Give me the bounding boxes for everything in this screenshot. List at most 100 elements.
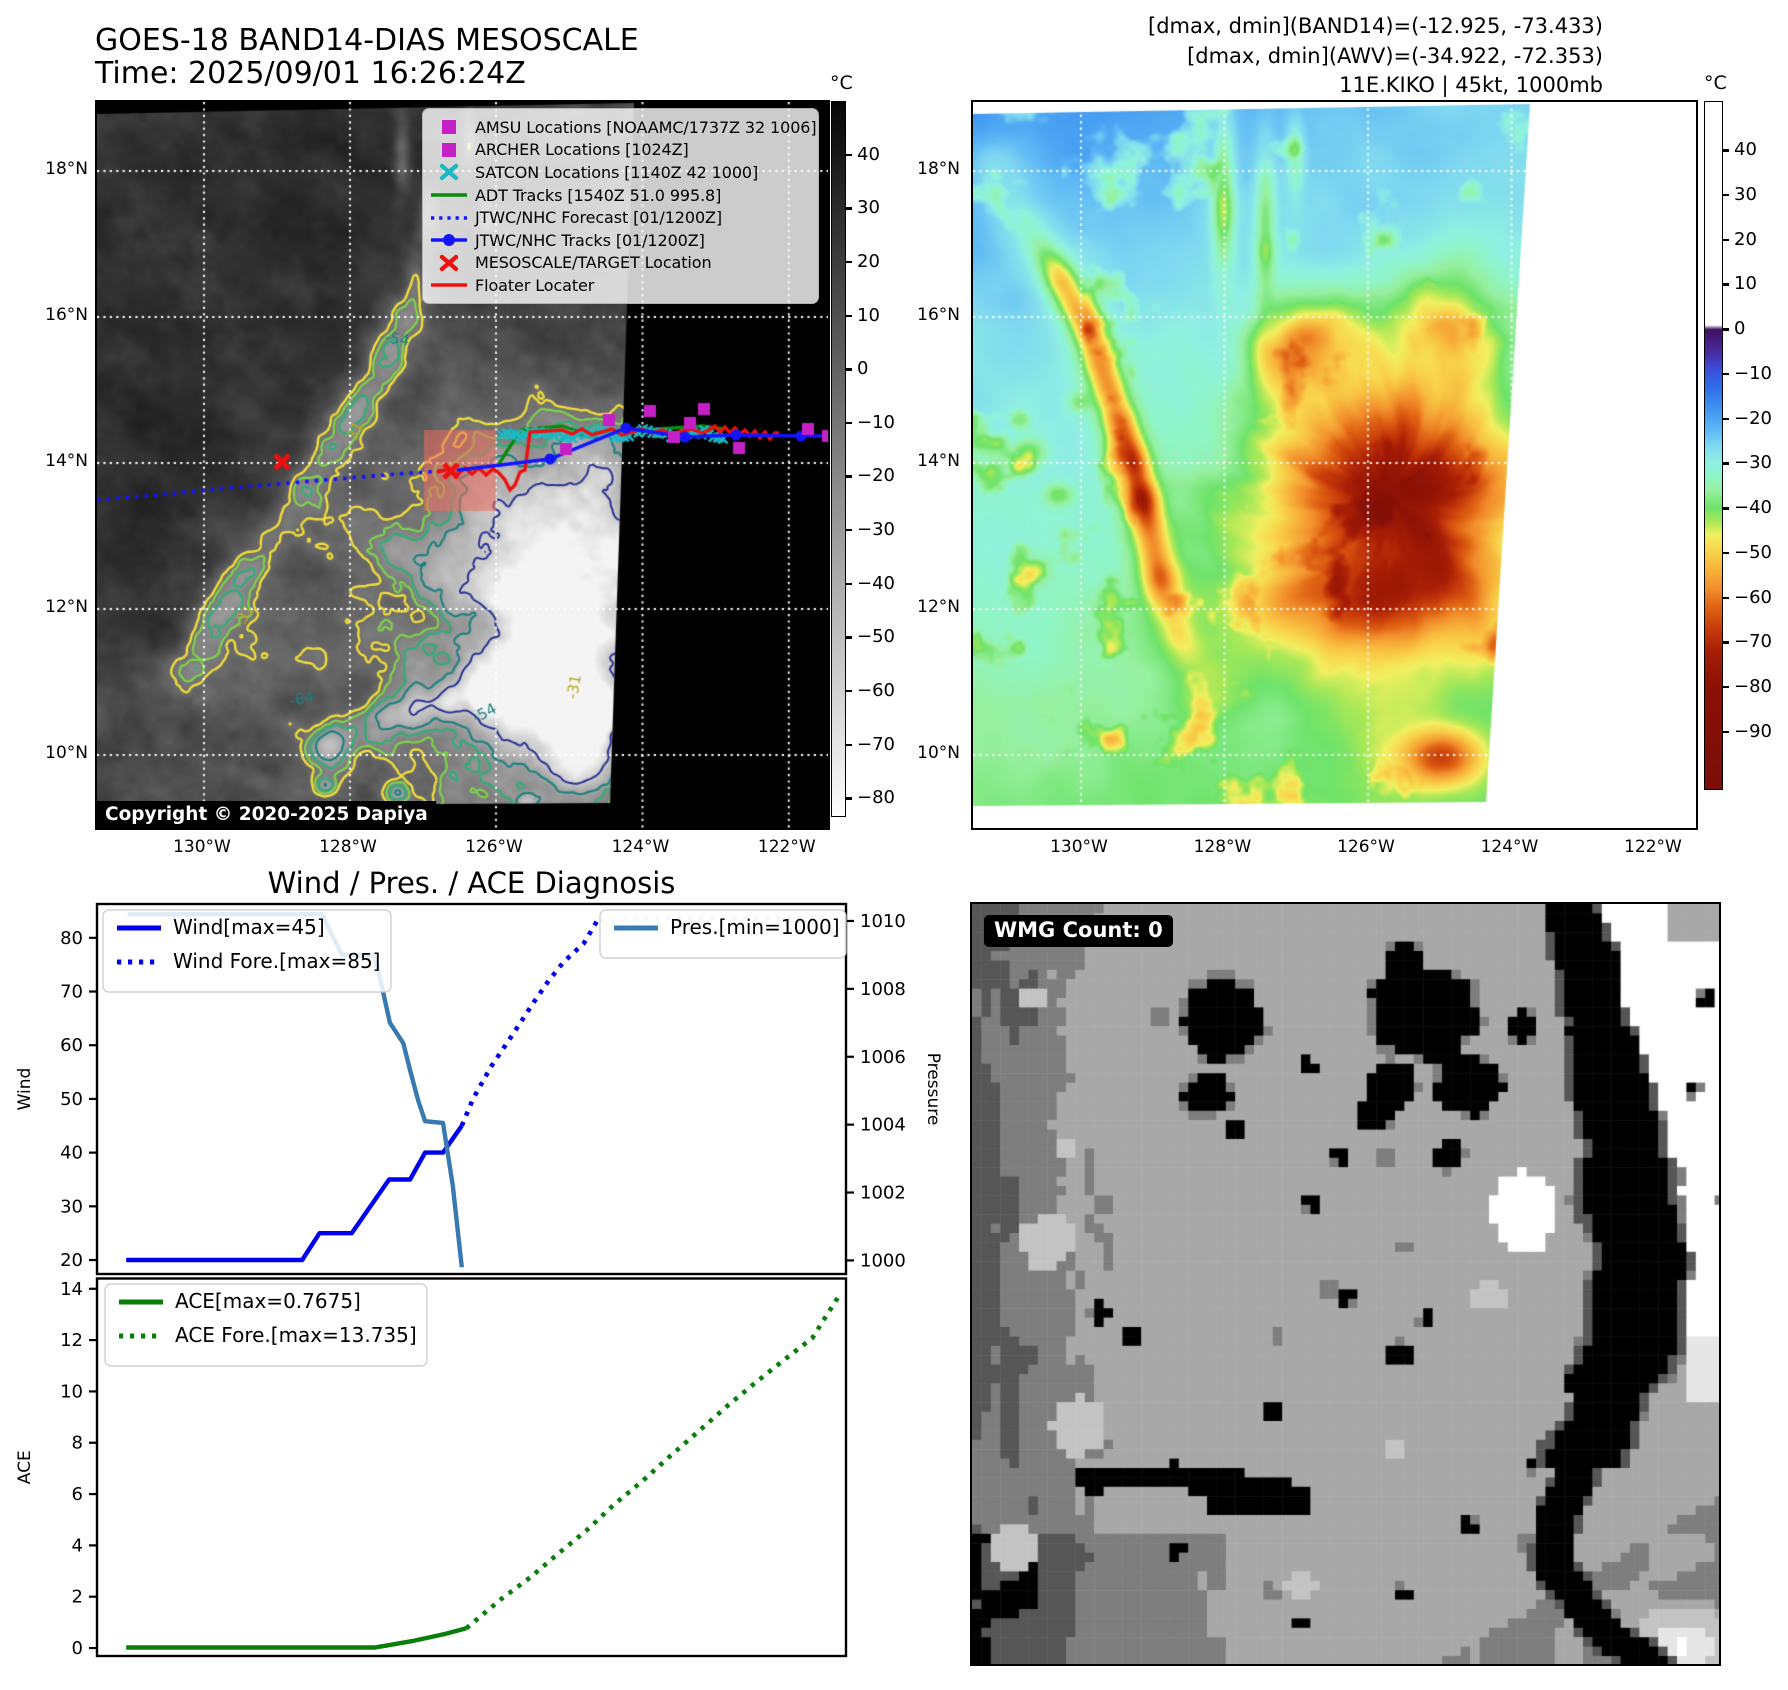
chart1-yticklabel-5: 70 <box>60 982 83 1003</box>
chart2-yticklabel-3: 6 <box>72 1484 83 1505</box>
chart1-rticklabel-4: 1008 <box>860 979 906 1000</box>
copyright-bar: Copyright © 2020-2025 Dapiya <box>97 801 436 828</box>
chart2-yticklabel-6: 12 <box>60 1330 83 1351</box>
p2-cbar-ticklabel-2: 20 <box>1734 228 1757 250</box>
p2-lat-label-2: 14°N <box>917 451 960 471</box>
header-info: [dmax, dmin](BAND14)=(-12.925, -73.433) [… <box>1148 12 1603 101</box>
p2-cbar-tickmark-11 <box>1723 641 1729 644</box>
chart1-ylabel-right: Pressure <box>923 1053 943 1126</box>
p1-legend-row-1: ARCHER Locations [1024Z] <box>423 139 818 162</box>
p2-cbar-tickmark-5 <box>1723 372 1729 376</box>
info-line2: [dmax, dmin](AWV)=(-34.922, -72.353) <box>1187 43 1603 68</box>
p1-legend-label-1: ARCHER Locations [1024Z] <box>475 140 689 160</box>
p1-legend-label-5: JTWC/NHC Tracks [01/1200Z] <box>475 230 705 250</box>
p2-cbar-tickmark-0 <box>1723 149 1729 152</box>
panel-wmg: WMG Count: 0 <box>970 902 1721 1666</box>
p1-cbar-tickmark-9 <box>846 636 852 639</box>
info-line3: 11E.KIKO | 45kt, 1000mb <box>1339 73 1603 97</box>
p1-lat-label-0: 18°N <box>45 159 88 179</box>
p1-title: GOES-18 BAND14-DIAS MESOSCALE Time: 2025/… <box>95 24 639 90</box>
p1-cbar-ticklabel-7: −30 <box>857 519 895 541</box>
panel-ir-map: AMSU Locations [NOAAMC/1737Z 32 1006] ARC… <box>95 100 830 830</box>
p2-cbar-ticklabel-7: −30 <box>1734 452 1772 474</box>
series-wind-fore-max-85- <box>459 920 599 1127</box>
chart1-rticklabel-1: 1002 <box>860 1183 906 1204</box>
p2-cbar-tickmark-9 <box>1723 551 1729 555</box>
p1-legend-row-7: Floater Locater <box>423 274 818 297</box>
p2-lon-label-1: 128°W <box>1193 837 1252 857</box>
p2-lon-label-2: 126°W <box>1337 837 1395 857</box>
p1-cbar-ticklabel-3: 10 <box>857 304 880 326</box>
p2-cbar-ticklabel-10: −60 <box>1734 586 1772 608</box>
p1-legend-marker-square <box>423 117 475 137</box>
p1-cbar-tickmark-2 <box>846 260 852 264</box>
chart2-yticklabel-1: 2 <box>72 1587 83 1608</box>
p1-legend-row-4: JTWC/NHC Forecast [01/1200Z] <box>423 206 818 229</box>
p2-cbar-tickmark-7 <box>1723 462 1729 465</box>
p1-legend-label-4: JTWC/NHC Forecast [01/1200Z] <box>475 208 723 228</box>
chart1-legend-right-box <box>599 909 847 959</box>
p1-legend-marker-square <box>423 140 475 160</box>
p1-cbar-ticklabel-6: −20 <box>857 465 895 487</box>
p1-cbar-ticklabel-8: −40 <box>857 572 895 594</box>
p1-lon-label-4: 122°W <box>757 837 816 857</box>
p1-legend-marker-gline <box>423 185 475 205</box>
p1-legend-row-2: SATCON Locations [1140Z 42 1000] <box>423 161 818 184</box>
p2-cbar-ticklabel-3: 10 <box>1734 273 1757 295</box>
p1-title-line1: GOES-18 BAND14-DIAS MESOSCALE <box>95 23 639 58</box>
p2-lon-label-0: 130°W <box>1050 837 1108 857</box>
p1-legend-marker-xcyan <box>423 162 475 182</box>
series-ace-fore-max-13-735- <box>464 1295 841 1631</box>
p1-legend-label-7: Floater Locater <box>475 275 595 295</box>
chart2-legend-label-0: ACE[max=0.7675] <box>175 1289 361 1313</box>
p1-legend-row-3: ADT Tracks [1540Z 51.0 995.8] <box>423 184 818 207</box>
p2-colorbar-unit: °C <box>1704 72 1727 94</box>
chart1-ylabel: Wind <box>15 1068 35 1111</box>
chart1-frame <box>95 902 848 1276</box>
chart1-yticklabel-2: 40 <box>60 1143 83 1164</box>
chart1-rticklabel-0: 1000 <box>860 1250 906 1271</box>
p2-lat-label-1: 16°N <box>917 305 960 325</box>
p1-lon-label-3: 124°W <box>611 837 670 857</box>
chart1-legend-left-label-1: Wind Fore.[max=85] <box>173 949 380 973</box>
charts-title: Wind / Pres. / ACE Diagnosis <box>268 866 676 900</box>
p2-cbar-ticklabel-1: 30 <box>1734 183 1757 205</box>
p2-cbar-ticklabel-0: 40 <box>1734 139 1757 161</box>
p2-cbar-tickmark-2 <box>1723 238 1729 242</box>
p1-legend-row-6: MESOSCALE/TARGET Location <box>423 252 818 275</box>
p2-cbar-tickmark-10 <box>1723 596 1729 599</box>
p2-lat-label-4: 10°N <box>917 743 960 763</box>
p1-cbar-ticklabel-2: 20 <box>857 250 880 272</box>
p2-cbar-tickmark-12 <box>1723 686 1729 689</box>
p1-cbar-tickmark-7 <box>846 529 852 532</box>
chart1-yticklabel-4: 60 <box>60 1035 83 1056</box>
chart1-yticklabel-1: 30 <box>60 1196 83 1217</box>
p1-legend-label-6: MESOSCALE/TARGET Location <box>475 253 712 273</box>
p2-cbar-ticklabel-13: −90 <box>1734 720 1772 742</box>
p1-legend-row-5: JTWC/NHC Tracks [01/1200Z] <box>423 229 818 252</box>
p1-cbar-ticklabel-9: −50 <box>857 626 895 648</box>
chart1-rticklabel-2: 1004 <box>860 1115 906 1136</box>
p2-cbar-ticklabel-8: −40 <box>1734 497 1772 519</box>
p2-cbar-ticklabel-4: 0 <box>1734 318 1746 340</box>
p1-legend-marker-xred <box>423 253 475 273</box>
chart2-yticklabel-2: 4 <box>72 1535 83 1556</box>
p1-cbar-ticklabel-12: −80 <box>857 787 895 809</box>
p2-cbar-ticklabel-12: −80 <box>1734 676 1772 698</box>
p1-legend-marker-blinedot <box>423 230 475 250</box>
p2-cbar-tickmark-6 <box>1723 417 1729 421</box>
p1-cbar-tickmark-12 <box>846 797 852 800</box>
p1-cbar-tickmark-11 <box>846 743 852 746</box>
p1-lon-label-1: 128°W <box>319 837 377 857</box>
p1-cbar-tickmark-1 <box>846 207 852 210</box>
wmg-count-badge: WMG Count: 0 <box>984 915 1173 947</box>
p2-lat-label-0: 18°N <box>917 159 960 179</box>
p1-cbar-ticklabel-5: −10 <box>857 411 895 433</box>
p1-legend-marker-rline <box>423 275 475 295</box>
p1-legend-label-3: ADT Tracks [1540Z 51.0 995.8] <box>475 185 722 205</box>
chart1-legend-left-label-0: Wind[max=45] <box>173 915 325 939</box>
chart2-yticklabel-5: 10 <box>60 1381 83 1402</box>
p2-cbar-ticklabel-11: −70 <box>1734 631 1772 653</box>
